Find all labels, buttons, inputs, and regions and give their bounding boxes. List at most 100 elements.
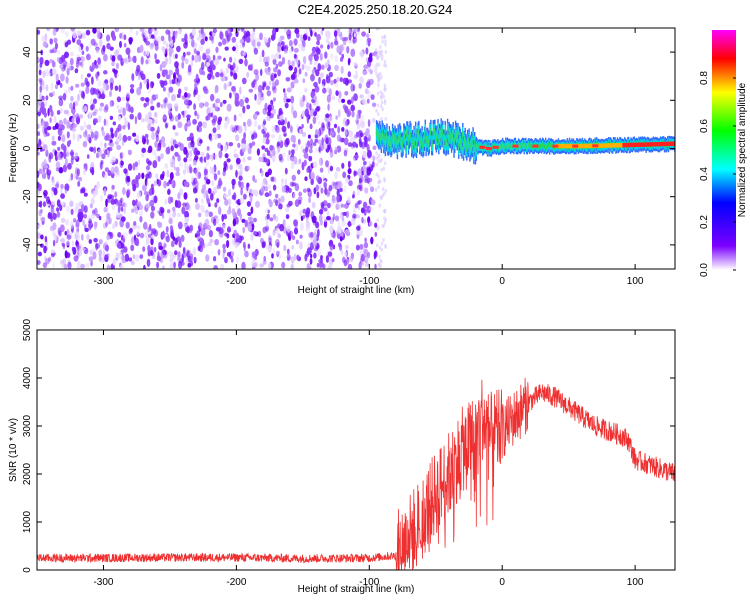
noise-cell (222, 38, 227, 46)
track-core (541, 144, 543, 149)
track-core (414, 140, 416, 149)
noise-cell (166, 182, 170, 187)
noise-cell (52, 47, 58, 54)
noise-cell (84, 227, 89, 233)
noise-cell (274, 73, 277, 78)
noise-cell (176, 166, 180, 173)
noise-cell (376, 55, 380, 60)
noise-cell (88, 256, 94, 262)
noise-cell (324, 62, 328, 68)
track-core (520, 144, 522, 149)
track-peak (655, 142, 657, 147)
noise-cell (129, 87, 135, 94)
track-core (543, 145, 545, 150)
noise-cell (174, 237, 178, 245)
noise-cell (311, 69, 315, 75)
track-peak (663, 141, 666, 147)
noise-cell (51, 187, 56, 192)
noise-cell (329, 147, 333, 153)
noise-cell (82, 91, 85, 100)
track-core (511, 144, 513, 148)
noise-cell (44, 127, 48, 134)
noise-cell (246, 71, 250, 78)
noise-cell (202, 52, 206, 59)
noise-cell (115, 171, 121, 178)
noise-cell (153, 195, 158, 204)
noise-cell (266, 150, 271, 157)
track-peak (588, 143, 591, 149)
noise-cell (300, 222, 304, 231)
noise-cell (93, 98, 97, 104)
noise-cell (120, 160, 124, 166)
noise-cell (165, 146, 171, 155)
track-core (383, 137, 385, 145)
noise-cell (123, 202, 128, 208)
noise-cell (293, 219, 298, 227)
noise-cell (57, 135, 62, 141)
noise-cell (377, 174, 380, 179)
noise-cell (384, 49, 388, 54)
noise-cell (196, 172, 201, 180)
noise-cell (90, 38, 96, 46)
noise-cell (342, 256, 346, 264)
noise-cell (324, 51, 328, 59)
noise-cell (159, 206, 164, 212)
noise-cell (265, 69, 270, 76)
noise-cell (206, 146, 210, 151)
noise-cell (272, 184, 277, 191)
track-core (417, 131, 419, 139)
noise-cell (148, 233, 152, 238)
noise-cell (306, 167, 310, 173)
track-core (537, 145, 540, 150)
noise-cell (365, 57, 369, 63)
noise-cell (184, 86, 189, 91)
noise-cell (308, 155, 313, 162)
noise-cell (267, 245, 272, 253)
noise-cell (215, 98, 221, 104)
noise-cell (306, 263, 311, 269)
noise-cell (318, 157, 322, 166)
noise-cell (109, 115, 114, 120)
noise-cell (106, 42, 111, 50)
noise-cell (87, 134, 91, 142)
noise-cell (375, 108, 378, 113)
noise-cell (90, 260, 93, 267)
noise-cell (70, 51, 74, 57)
noise-cell (200, 38, 205, 46)
track-core (521, 142, 524, 147)
noise-cell (251, 189, 257, 195)
noise-cell (97, 80, 102, 87)
noise-cell (95, 243, 101, 249)
noise-cell (77, 93, 80, 102)
noise-cell (257, 124, 261, 130)
noise-cell (174, 199, 178, 208)
noise-cell (376, 243, 379, 248)
noise-cell (231, 36, 237, 43)
noise-cell (152, 228, 157, 235)
noise-cell (131, 208, 135, 213)
track-core (411, 141, 413, 149)
noise-cell (301, 63, 305, 71)
noise-cell (325, 63, 329, 69)
noise-cell (343, 185, 347, 193)
noise-cell (202, 184, 207, 191)
noise-cell (228, 205, 231, 212)
noise-cell (318, 76, 321, 85)
noise-cell (319, 184, 322, 190)
noise-cell (145, 173, 150, 180)
noise-cell (177, 81, 181, 87)
track-core (415, 130, 417, 138)
noise-cell (58, 95, 63, 100)
noise-cell (81, 233, 84, 241)
noise-cell (63, 145, 67, 153)
noise-cell (66, 120, 71, 129)
noise-cell (168, 69, 173, 76)
noise-cell (183, 41, 188, 49)
colorbar-tick-label: 0.4 (699, 167, 710, 181)
noise-cell (48, 152, 54, 160)
noise-cell (119, 40, 122, 49)
track-core (505, 145, 508, 150)
noise-cell (60, 201, 65, 206)
noise-cell (185, 150, 189, 159)
track-core (540, 144, 542, 149)
